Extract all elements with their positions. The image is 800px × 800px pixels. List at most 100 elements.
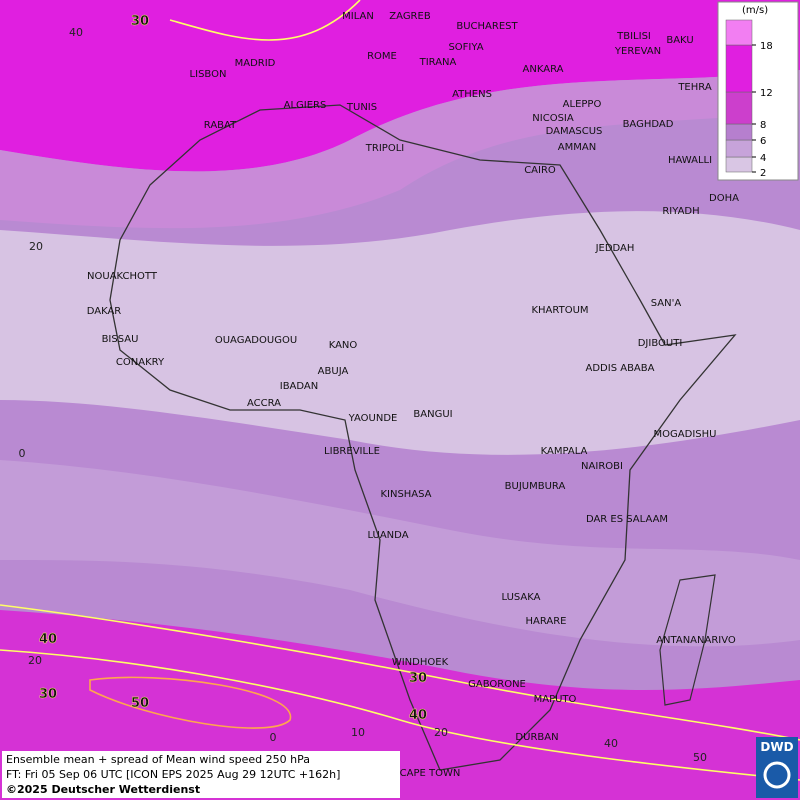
city-label: ACCRA [247, 398, 281, 409]
city-label: CONAKRY [116, 357, 165, 368]
contour-label: 40 [39, 632, 57, 647]
city-label: TIRANA [419, 57, 457, 68]
city-label: ANTANANARIVO [656, 635, 736, 646]
city-label: TBILISI [616, 31, 651, 42]
city-label: DOHA [709, 193, 739, 204]
city-label: SOFIYA [448, 42, 483, 53]
footer-line: ©2025 Deutscher Wetterdienst [6, 783, 200, 796]
city-label: IBADAN [280, 381, 319, 392]
city-label: RABAT [204, 120, 237, 131]
africa-coastline [109, 104, 737, 771]
city-label: LISBON [190, 69, 227, 80]
footer-line: Ensemble mean + spread of Mean wind spee… [6, 753, 310, 766]
contour-label: 30 [131, 14, 149, 29]
legend-swatch [725, 44, 753, 93]
city-label: AMMAN [558, 142, 596, 153]
city-label: DURBAN [515, 732, 558, 743]
city-label: BAKU [666, 35, 693, 46]
city-label: ZAGREB [389, 11, 431, 22]
footer-box [2, 751, 400, 798]
contour-label: 30 [409, 671, 427, 686]
city-label: GABORONE [468, 679, 526, 690]
city-label: KAMPALA [541, 446, 588, 457]
city-label: ALGIERS [284, 100, 327, 111]
city-label: DJIBOUTI [638, 338, 683, 349]
legend-tick-label: 4 [760, 153, 766, 164]
city-label: KHARTOUM [531, 305, 588, 316]
grid-label: 0 [19, 447, 26, 460]
city-label: YEREVAN [614, 46, 661, 57]
city-label: CAIRO [524, 165, 556, 176]
labels: MILAN ZAGREB BUCHAREST TBILISI BAKU MADRID ROM… [19, 11, 740, 779]
city-label: HAWALLI [668, 155, 712, 166]
contour-label: 30 [39, 687, 57, 702]
city-label: MILAN [342, 11, 374, 22]
contour-label: 50 [131, 696, 149, 711]
grid-label: 40 [69, 26, 83, 39]
legend-unit: (m/s) [742, 5, 768, 16]
band-mid-north [0, 70, 800, 229]
band-strong-north [0, 0, 800, 172]
city-label: DAR ES SALAAM [586, 514, 668, 525]
grid-label: 50 [693, 751, 707, 764]
city-label: NICOSIA [532, 113, 574, 124]
madagascar-coastline [659, 574, 716, 706]
city-label: SAN'A [651, 298, 682, 309]
grid-label: 20 [434, 726, 448, 739]
city-label: BAGHDAD [623, 119, 674, 130]
city-label: BANGUI [413, 409, 452, 420]
contour-line [0, 604, 800, 741]
city-label: CAPE TOWN [400, 768, 461, 779]
legend-tick-label: 12 [760, 88, 773, 99]
city-label: ALEPPO [563, 99, 602, 110]
city-label: ABUJA [318, 366, 349, 377]
grid-label: 0 [270, 731, 277, 744]
city-label: LIBREVILLE [324, 446, 380, 457]
city-label: ADDIS ABABA [586, 363, 655, 374]
city-label: NAIROBI [581, 461, 623, 472]
grid-label: 20 [28, 654, 42, 667]
city-label: JEDDAH [595, 243, 635, 254]
legend-tick-label: 6 [760, 136, 766, 147]
legend-tick-label: 8 [760, 120, 766, 131]
contour-line [89, 676, 291, 729]
city-label: ATHENS [452, 89, 492, 100]
contour-line [169, 0, 361, 41]
city-label: RIYADH [662, 206, 699, 217]
legend-swatch [725, 123, 753, 141]
city-label: YAOUNDE [348, 413, 398, 424]
city-label: MAPUTO [534, 694, 577, 705]
contour-line [0, 649, 800, 781]
city-label: DAMASCUS [546, 126, 603, 137]
city-label: WINDHOEK [392, 657, 449, 668]
band-mid-south [0, 460, 800, 647]
city-label: LUANDA [367, 530, 408, 541]
city-label: TEHRA [677, 82, 711, 93]
city-label: ROME [367, 51, 397, 62]
city-label: OUAGADOUGOU [215, 335, 297, 346]
legend-swatch [725, 91, 753, 125]
logo-icon [763, 761, 791, 789]
city-label: NOUAKCHOTT [87, 271, 158, 282]
legend-swatch [725, 139, 753, 158]
city-label: LUSAKA [502, 592, 541, 603]
city-label: HARARE [525, 616, 566, 627]
city-label: BUJUMBURA [505, 481, 566, 492]
city-label: MADRID [235, 58, 276, 69]
city-label: ANKARA [523, 64, 564, 75]
legend-tick-label: 18 [760, 41, 773, 52]
logo: DWD [760, 740, 793, 754]
grid-label: 20 [29, 240, 43, 253]
legend-swatch [725, 156, 753, 173]
contour-label: 40 [409, 708, 427, 723]
city-label: TUNIS [346, 102, 377, 113]
legend-tick-label: 2 [760, 168, 766, 179]
legend-swatch [725, 19, 753, 46]
grid-label: 40 [604, 737, 618, 750]
grid-label: 10 [351, 726, 365, 739]
city-label: TRIPOLI [365, 143, 404, 154]
city-label: BUCHAREST [456, 21, 518, 32]
city-label: KINSHASA [380, 489, 431, 500]
city-label: MOGADISHU [654, 429, 717, 440]
